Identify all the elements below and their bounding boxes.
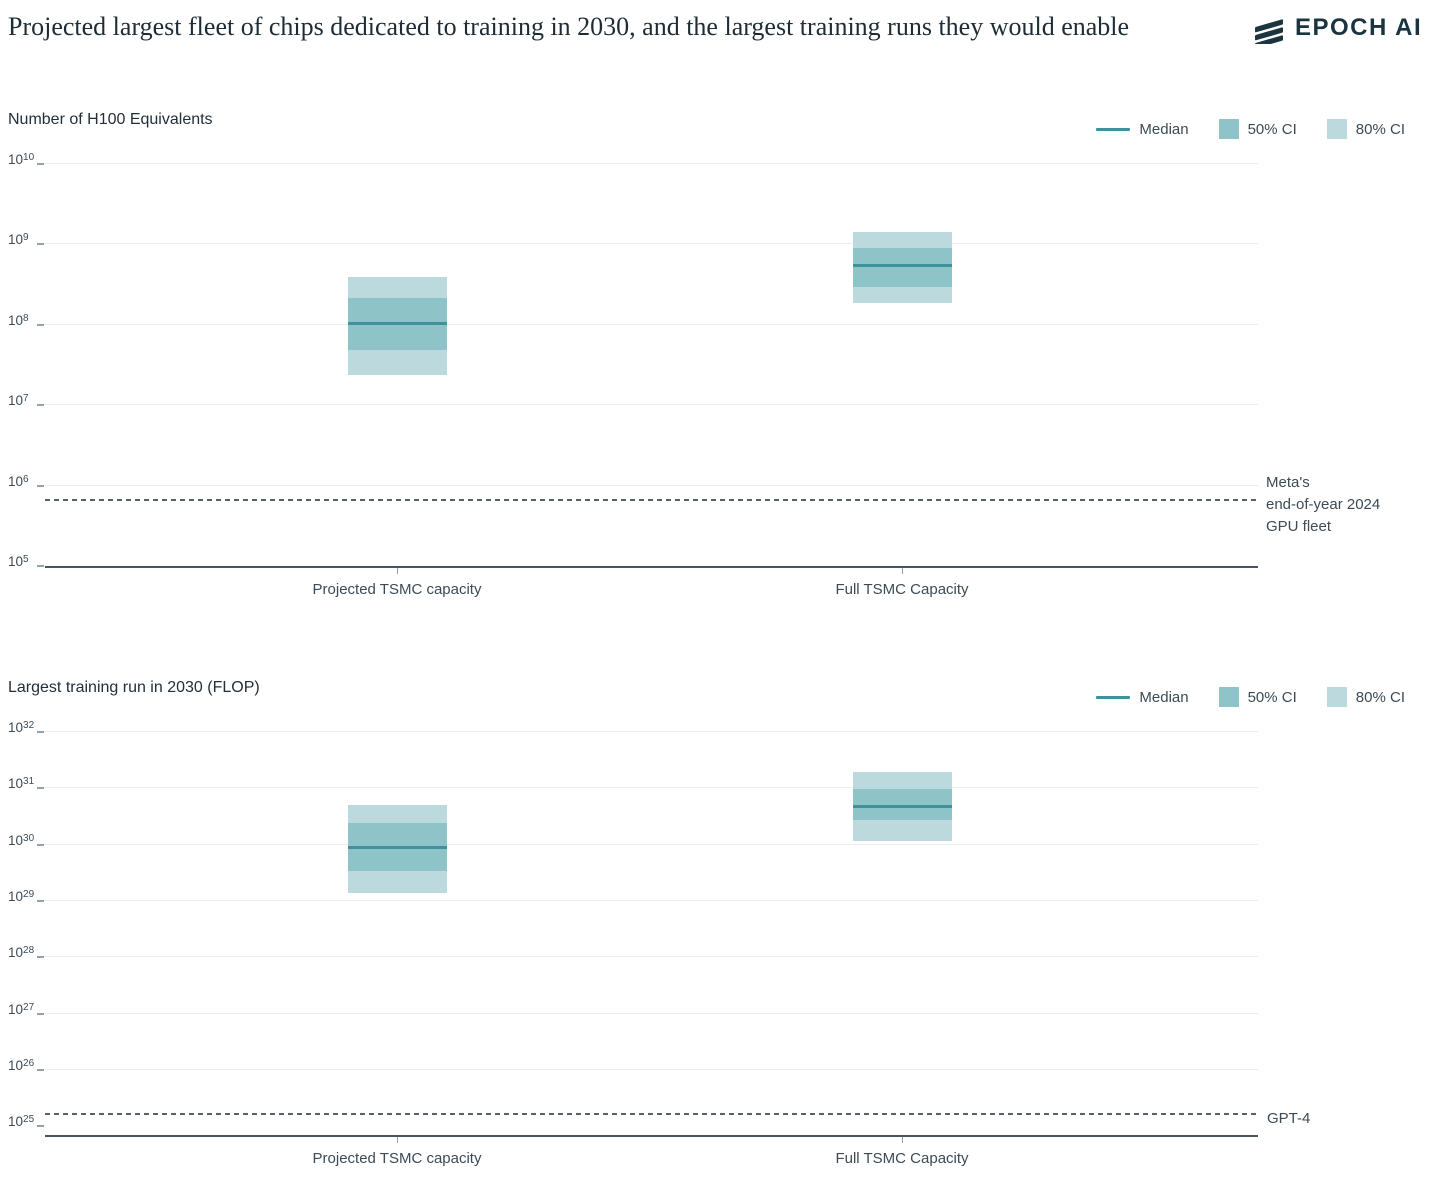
y-tick-label: 1026 [8, 1057, 35, 1073]
y-tick-mark [37, 323, 44, 326]
y-tick-label: 1010 [8, 152, 35, 167]
median-line-swatch [1096, 127, 1131, 131]
y-tick-mark [37, 843, 44, 846]
x-tick-mark [397, 566, 398, 574]
chart1-legend: Median 50% CI 80% CI [1096, 119, 1405, 139]
y-tick-mark [37, 1068, 44, 1071]
y-tick-mark [37, 899, 44, 902]
epoch-ai-logo-text: EPOCH AI [1295, 14, 1423, 41]
chart2-title: Largest training run in 2030 (FLOP) [8, 679, 260, 696]
epoch-ai-logo: EPOCH AI [1252, 12, 1422, 44]
x-tick-label: Projected TSMC capacity [312, 1150, 482, 1167]
legend-item-ci50: 50% CI [1218, 687, 1297, 707]
gridline [45, 899, 1258, 901]
y-tick-mark [37, 484, 44, 487]
median-line [852, 804, 952, 808]
gridline [45, 163, 1258, 164]
gridline [45, 323, 1258, 325]
reference-label: GPT-4 [1267, 1109, 1311, 1127]
reference-line [45, 498, 1258, 501]
y-tick-label: 1030 [8, 832, 35, 848]
x-axis-line [45, 1135, 1258, 1137]
x-tick-mark [902, 1135, 903, 1143]
y-tick-mark [37, 1125, 44, 1128]
y-tick-label: 105 [8, 554, 29, 569]
legend-item-median: Median [1096, 120, 1189, 138]
gridline [45, 1068, 1258, 1070]
chart2-legend: Median 50% CI 80% CI [1096, 687, 1405, 707]
y-tick-mark [37, 731, 44, 733]
reference-label: Meta's end-of-year 2024 GPU fleet [1266, 473, 1381, 535]
legend-ci80-label: 80% CI [1355, 688, 1405, 706]
legend-item-median: Median [1096, 688, 1189, 706]
gridline [45, 1012, 1258, 1014]
y-tick-mark [37, 565, 44, 567]
legend-ci80-label: 80% CI [1355, 120, 1405, 138]
y-tick-mark [37, 956, 44, 959]
y-tick-label: 1032 [8, 720, 35, 735]
legend-ci50-label: 50% CI [1247, 120, 1297, 138]
median-line [852, 264, 952, 268]
y-tick-label: 1028 [8, 945, 35, 961]
y-tick-label: 108 [8, 312, 29, 328]
legend-ci50-label: 50% CI [1247, 688, 1297, 706]
page-title: Projected largest fleet of chips dedicat… [8, 12, 1130, 41]
gridline [45, 956, 1258, 958]
gridline [45, 843, 1258, 845]
gridline [45, 243, 1258, 245]
median-line [347, 846, 447, 850]
y-tick-label: 106 [8, 473, 29, 489]
ci80-swatch [1326, 687, 1347, 707]
ci50-swatch [1218, 687, 1239, 707]
legend-median-label: Median [1139, 688, 1189, 706]
y-tick-mark [37, 243, 44, 246]
y-tick-label: 1027 [8, 1001, 35, 1017]
epoch-ai-logo-icon [1252, 12, 1286, 44]
gridline [45, 731, 1258, 732]
x-tick-label: Full TSMC Capacity [835, 1150, 969, 1167]
chart1-title: Number of H100 Equivalents [8, 111, 213, 128]
gridline [45, 404, 1258, 406]
reference-line [45, 1112, 1258, 1115]
legend-median-label: Median [1139, 120, 1189, 138]
legend-item-ci80: 80% CI [1326, 687, 1405, 707]
x-tick-label: Full TSMC Capacity [835, 581, 969, 598]
median-line-swatch [1096, 695, 1131, 699]
x-axis-line [45, 566, 1258, 568]
x-tick-mark [397, 1135, 398, 1143]
ci50-swatch [1218, 119, 1239, 139]
ci80-swatch [1326, 119, 1347, 139]
y-tick-label: 109 [8, 232, 29, 248]
y-tick-mark [37, 787, 44, 790]
median-line [347, 322, 447, 326]
legend-item-ci80: 80% CI [1326, 119, 1405, 139]
y-tick-mark [37, 163, 44, 165]
y-tick-mark [37, 404, 44, 407]
gridline [45, 484, 1258, 486]
y-tick-label: 1031 [8, 776, 35, 792]
x-tick-mark [902, 566, 903, 574]
y-tick-label: 1029 [8, 888, 35, 904]
y-tick-label: 107 [8, 393, 29, 409]
legend-item-ci50: 50% CI [1218, 119, 1297, 139]
ci50-band [852, 248, 952, 287]
x-tick-label: Projected TSMC capacity [312, 581, 482, 598]
ci50-band [852, 789, 952, 821]
y-tick-label: 1025 [8, 1114, 35, 1130]
y-tick-mark [37, 1012, 44, 1015]
gridline [45, 787, 1258, 789]
